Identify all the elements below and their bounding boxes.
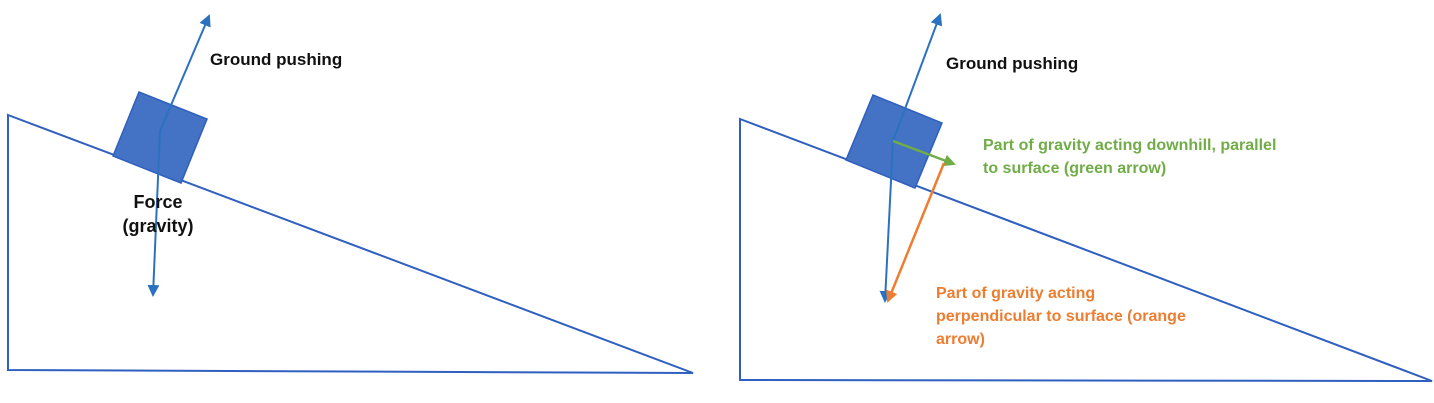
parallel-component-label: Part of gravity acting downhill, paralle… (983, 134, 1276, 180)
left-ramp-triangle (7, 113, 694, 374)
left-gravity-arrow (147, 130, 161, 297)
orange-perpendicular-arrow (886, 162, 946, 303)
perpendicular-component-label: Part of gravity acting perpendicular to … (936, 282, 1186, 351)
right-normal-force-arrow (892, 13, 943, 142)
perpendicular-label-line2: perpendicular to surface (orange (936, 308, 1186, 325)
left-normal-force-arrow (159, 14, 211, 132)
parallel-label-line2: to surface (green arrow) (983, 160, 1167, 177)
green-parallel-arrow (892, 139, 956, 167)
parallel-label-line1: Part of gravity acting downhill, paralle… (983, 137, 1277, 154)
perpendicular-label-line1: Part of gravity acting (936, 285, 1096, 302)
left-gravity-label: Force (gravity) (108, 190, 208, 238)
left-ground-pushing-label: Ground pushing (210, 50, 343, 69)
right-ground-pushing-label: Ground pushing (946, 54, 1079, 73)
left-diagram (7, 14, 694, 374)
right-ramp-triangle (739, 117, 1433, 382)
right-diagram (739, 13, 1433, 382)
left-gravity-label-line1: Force (133, 192, 183, 212)
left-gravity-label-line2: (gravity) (122, 216, 194, 236)
perpendicular-label-line3: arrow) (936, 331, 985, 348)
right-gravity-arrow (879, 140, 894, 303)
